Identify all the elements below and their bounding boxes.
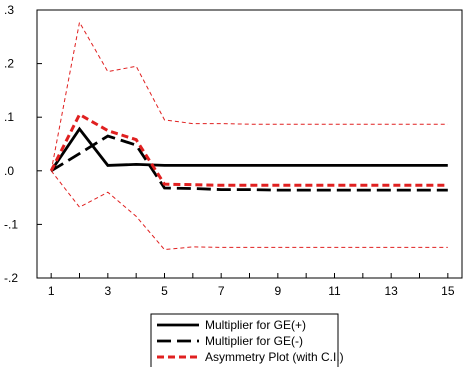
x-tick-label: 3 bbox=[104, 284, 111, 298]
y-tick-label: -.2 bbox=[4, 271, 18, 285]
legend-label: Multiplier for GE(+) bbox=[205, 318, 306, 332]
y-tick-label: .1 bbox=[4, 110, 14, 124]
y-tick-label: .0 bbox=[4, 164, 14, 178]
legend-label: Multiplier for GE(-) bbox=[205, 334, 303, 348]
plot-area-border bbox=[36, 9, 463, 279]
x-tick-label: 1 bbox=[48, 284, 55, 298]
series-lines bbox=[49, 20, 448, 251]
series-line-multiplier-for-ge bbox=[50, 126, 448, 172]
legend-label: Asymmetry Plot (with C.I.) bbox=[205, 350, 344, 364]
x-tick-label: 7 bbox=[218, 284, 225, 298]
x-tick-label: 15 bbox=[441, 284, 455, 298]
x-tick-label: 13 bbox=[384, 284, 398, 298]
series-line-upper-c-i- bbox=[50, 20, 448, 171]
y-tick-label: .3 bbox=[4, 3, 14, 17]
axes: .3.2.1.0-.1-.21 3 5 7 9 11 13 15 bbox=[4, 3, 455, 298]
x-tick-label: 11 bbox=[328, 284, 341, 298]
y-tick-label: -.1 bbox=[4, 217, 18, 231]
x-tick-label: 9 bbox=[274, 284, 281, 298]
series-line-asymmetry-plot-with-c-i bbox=[49, 112, 448, 187]
x-tick-label: 5 bbox=[161, 284, 168, 298]
plot-frame bbox=[36, 9, 463, 279]
series-line-multiplier-for-ge bbox=[50, 134, 448, 192]
series-line-lower-c-i- bbox=[50, 170, 448, 251]
y-tick-label: .2 bbox=[4, 57, 14, 71]
legend: Multiplier for GE(+) Multiplier for GE(-)… bbox=[150, 313, 344, 367]
